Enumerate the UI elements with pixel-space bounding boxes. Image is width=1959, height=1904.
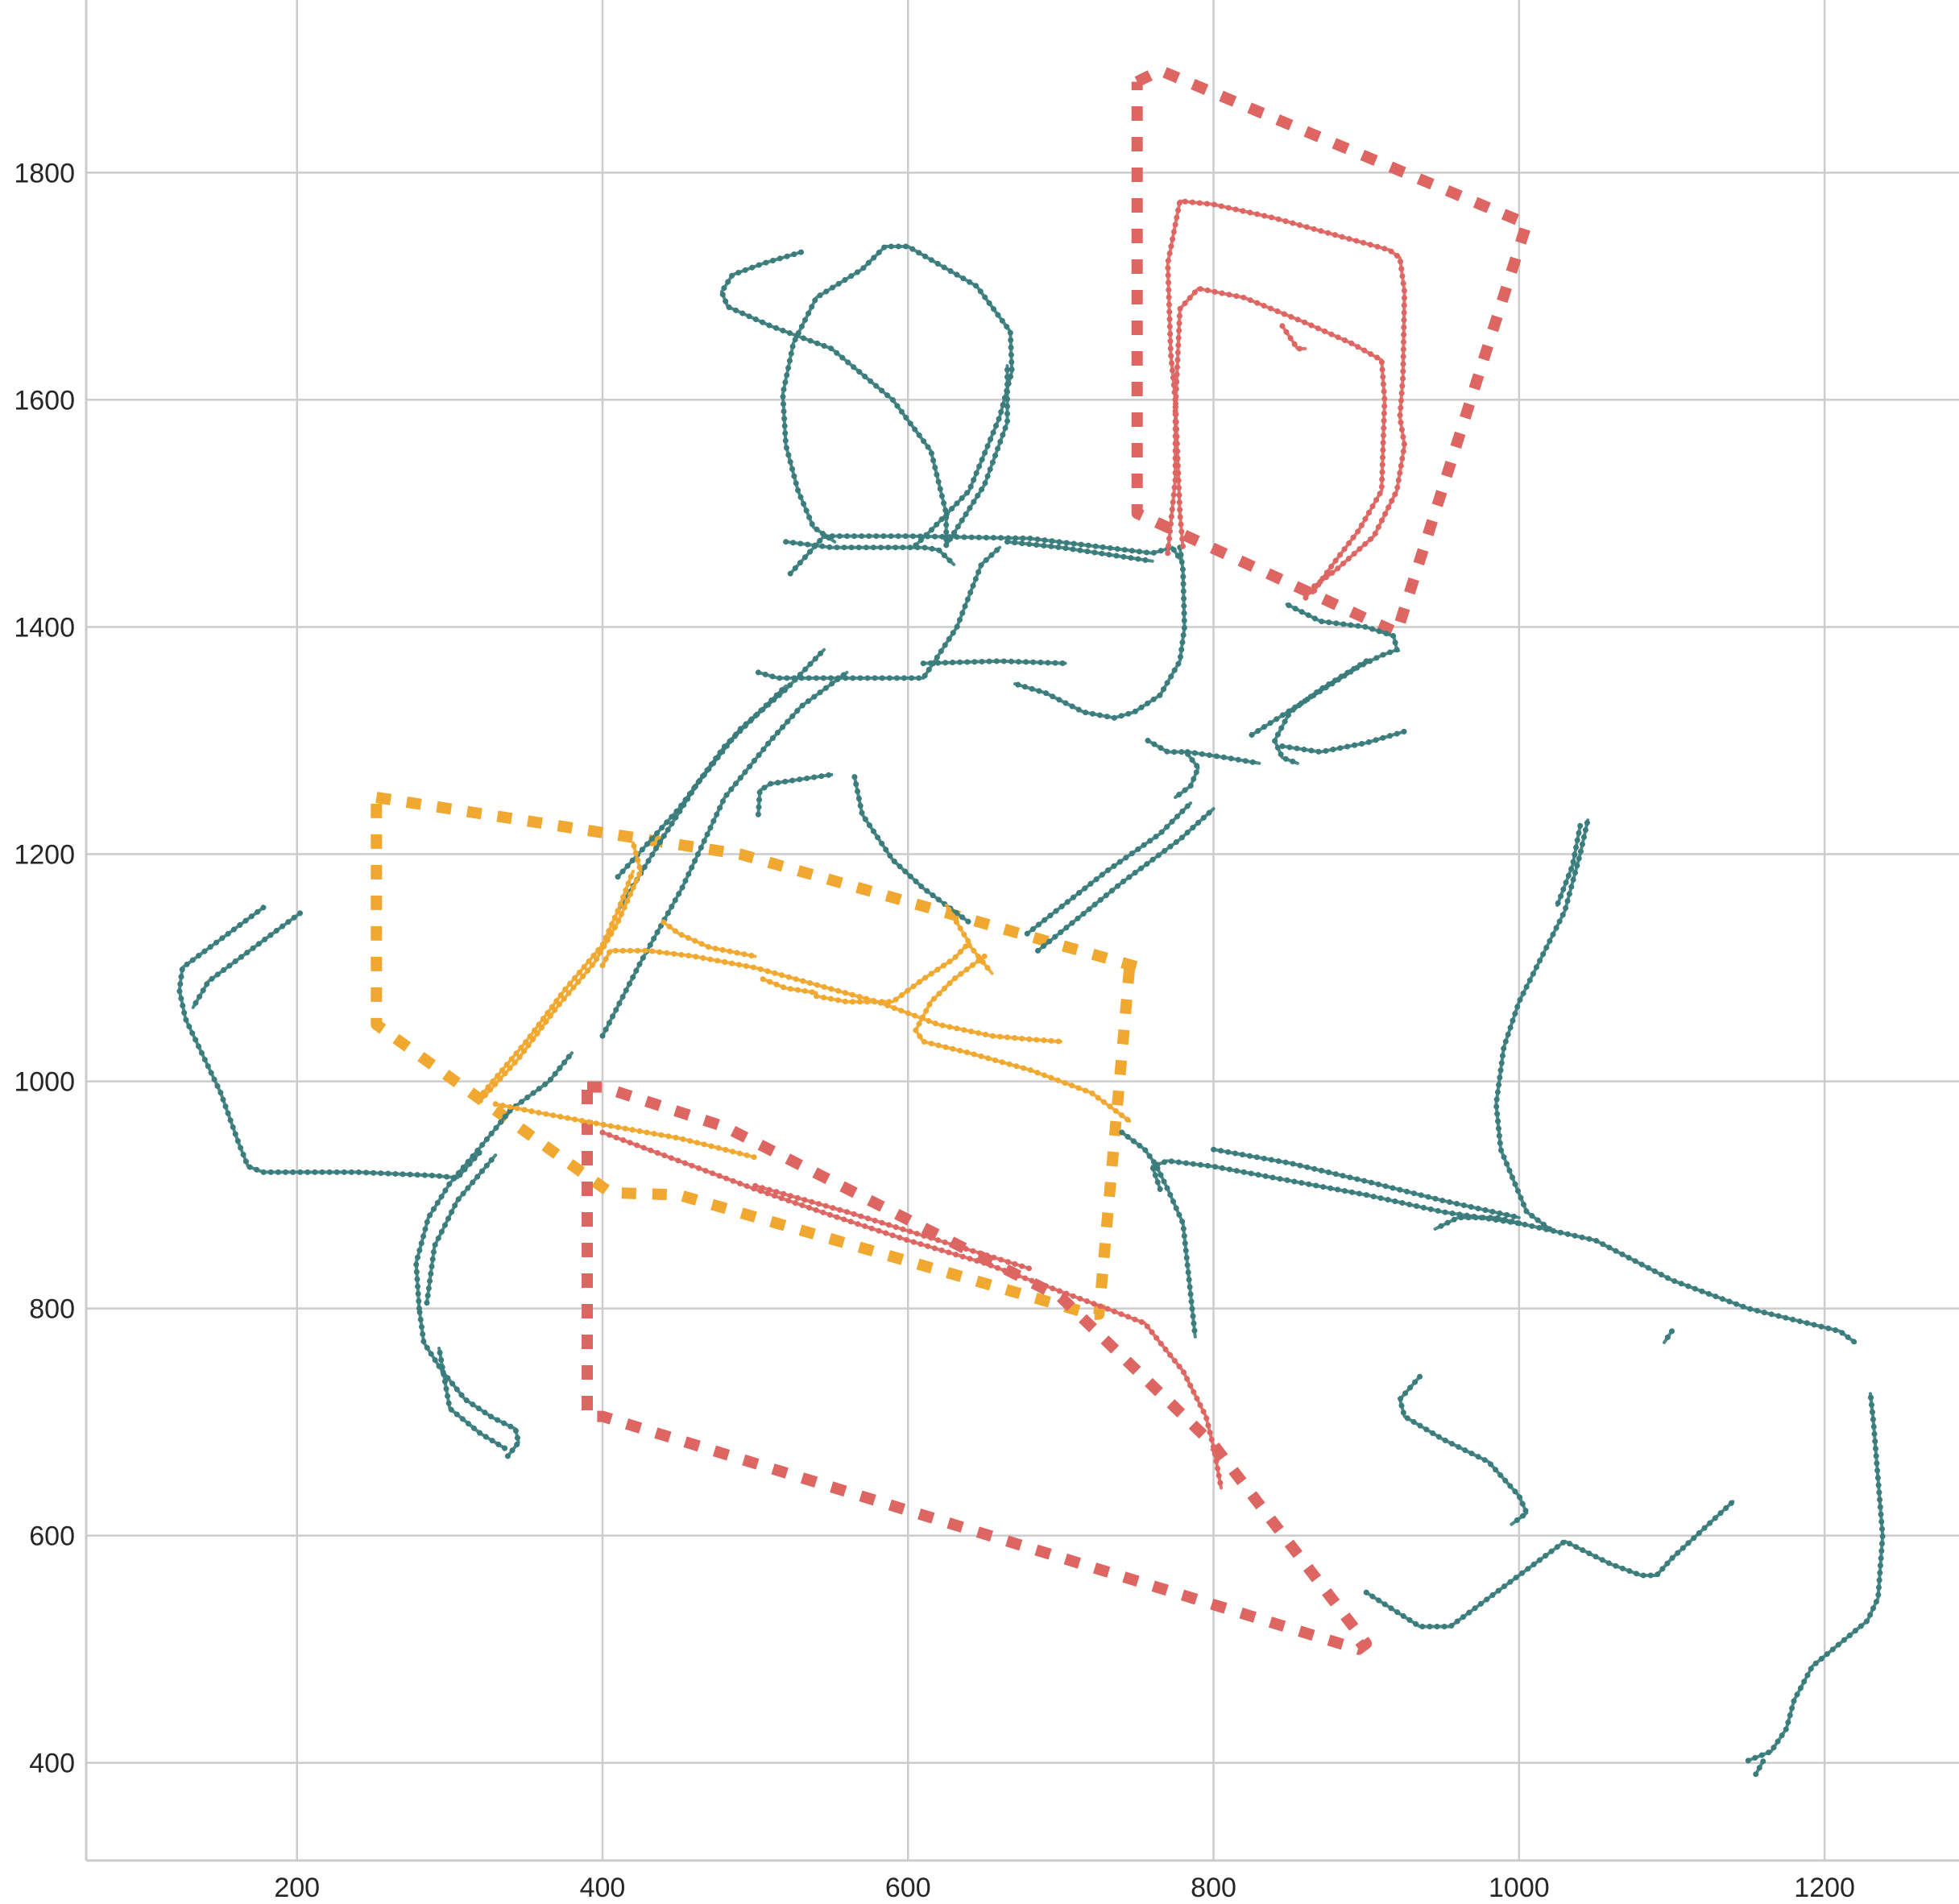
teal-track-points [1119,1129,1199,1340]
teal-track-points [1024,800,1194,937]
y-tick-label: 1200 [14,840,75,871]
orange-track-points [477,839,644,1103]
orange-dashed-region [371,792,1146,1320]
x-tick-label: 1000 [1489,1873,1550,1903]
teal-track [1746,1392,1885,1762]
orange-track-points [966,942,996,977]
teal-track-points [1432,1215,1522,1232]
orange-track-points [661,919,759,959]
teal-track-points [1012,544,1188,721]
teal-track-points [1149,1157,1858,1346]
teal-track-points [436,1345,508,1451]
teal-track [852,775,971,925]
teal-track [1150,1159,1857,1344]
red-track-points [599,1129,1224,1491]
orange-track-points [912,953,1133,1124]
teal-track-points [424,1152,499,1306]
teal-track-points [943,362,1010,548]
orange-track-points [480,868,636,1096]
teal-track [944,364,1009,547]
grid [86,0,1959,1861]
teal-track-points [1184,749,1262,767]
red-track [1174,287,1386,595]
teal-track-points [755,544,1003,681]
red-dashed-region [1131,64,1533,639]
red-dashed-region [582,1081,1373,1655]
y-tick-label: 600 [29,1521,75,1552]
teal-track [789,534,1182,576]
teal-track [1146,739,1200,799]
red-track-points [1279,323,1308,352]
red-track-points [752,1182,1033,1272]
teal-track-points [780,243,1015,548]
teal-track-points [416,1306,522,1459]
orange-track-points [760,976,819,996]
teal-track-points [1363,1498,1736,1629]
orange-track [482,869,635,1095]
y-tick-label: 1800 [14,158,75,188]
dashed-regions [371,64,1533,1655]
red-track-points [1172,285,1388,596]
teal-track-points [1279,728,1408,755]
x-tick-label: 1200 [1794,1873,1855,1903]
teal-track-points [599,669,850,1039]
teal-track [781,245,1014,547]
red-track-points [1165,197,1408,602]
teal-track [719,250,948,547]
orange-track-points [492,1101,759,1161]
x-tick-label: 400 [580,1873,626,1903]
teal-track [414,1051,574,1310]
teal-track-points [1004,539,1156,565]
teal-track-points [176,904,483,1182]
teal-track [1250,602,1399,737]
teal-track [177,905,483,1180]
teal-track-points [1554,822,1584,909]
teal-track-points [1745,1390,1886,1764]
teal-track [1280,730,1406,754]
y-tick-label: 1600 [14,385,75,416]
y-tick-label: 400 [29,1749,75,1779]
teal-track-points [1211,1146,1522,1221]
red-track-points [1172,396,1187,551]
teal-track-points [1035,805,1217,954]
red-track [601,1131,1223,1490]
teal-track-points [787,533,1183,577]
teal-track [1365,1500,1735,1629]
y-tick-label: 1000 [14,1067,75,1098]
teal-track-points [190,910,303,1011]
teal-track-points [851,774,972,925]
teal-track-points [615,683,789,880]
x-tick-label: 800 [1191,1873,1236,1903]
teal-track-points [1145,738,1202,801]
orange-track-points [599,947,1064,1045]
y-tick-labels: 400 600 800 1000 1200 1400 1600 1800 [14,158,75,1778]
teal-track [1494,818,1590,1231]
axes [85,0,1959,1862]
y-tick-label: 800 [29,1294,75,1325]
tracks [176,197,1886,1778]
teal-track-points [1271,658,1369,767]
x-tick-label: 200 [274,1873,320,1903]
x-tick-labels: 200 400 600 800 1000 1200 [274,1873,1855,1903]
teal-track-points [718,249,950,548]
teal-track-points [413,1049,575,1312]
orange-track [661,921,757,958]
orange-track [478,841,643,1103]
y-tick-label: 1400 [14,612,75,643]
teal-track [922,659,1067,665]
x-tick-label: 600 [885,1873,931,1903]
teal-track-points [755,772,835,817]
teal-track-points [1753,1757,1766,1778]
teal-track-points [1397,1373,1530,1528]
teal-track-points [1661,1328,1675,1346]
teal-track-points [1249,601,1401,738]
teal-track [417,1306,520,1458]
